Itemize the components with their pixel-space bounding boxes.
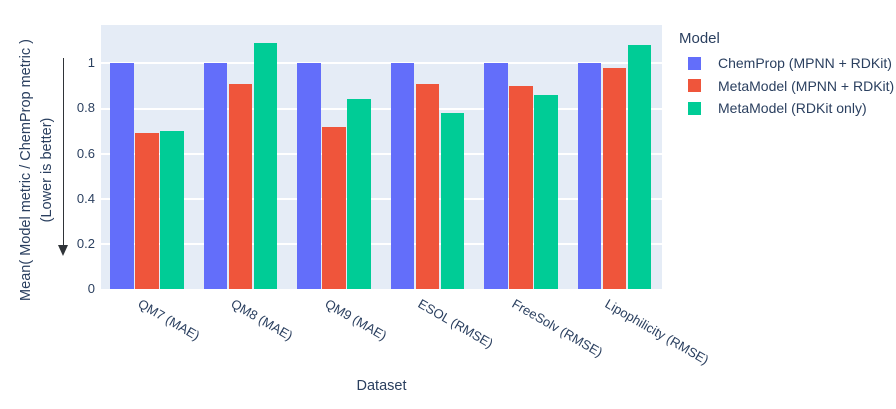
bar [253, 43, 278, 289]
lower-is-better-arrow-head [58, 245, 69, 256]
gridline [101, 62, 662, 65]
bar [415, 83, 440, 289]
bar [203, 63, 228, 289]
legend-title: Model [679, 30, 720, 47]
y-tick-label: 0.2 [76, 235, 95, 251]
bar [135, 133, 159, 289]
gridline [101, 197, 662, 200]
bar [627, 45, 652, 289]
lower-is-better-arrow [62, 58, 64, 245]
legend-swatch-icon [688, 79, 701, 93]
bar [110, 63, 134, 289]
x-tick-label: QM8 (MAE) [228, 296, 296, 344]
y-tick-label: 0.4 [76, 190, 95, 206]
legend-items: ChemProp (MPNN + RDKit) MetaModel (MPNN +… [679, 52, 894, 120]
bar [509, 85, 533, 289]
gridline [101, 107, 662, 110]
x-tick-label: QM7 (MAE) [135, 296, 203, 344]
legend-item[interactable]: ChemProp (MPNN + RDKit) [679, 52, 894, 75]
legend-swatch-icon [688, 56, 701, 70]
y-tick-label: 0.6 [76, 145, 95, 161]
x-axis-title: Dataset [356, 378, 407, 394]
x-tick-label: Lipophilicity (RMSE) [602, 296, 712, 368]
bar [440, 113, 465, 289]
legend: Model ChemProp (MPNN + RDKit) MetaModel (… [679, 31, 894, 120]
x-tick-label: ESOL (RMSE) [415, 296, 497, 352]
legend-item[interactable]: MetaModel (RDKit only) [679, 97, 894, 120]
bar [390, 63, 415, 289]
bar [602, 67, 627, 289]
y-tick-label: 0 [87, 281, 95, 296]
bar [228, 83, 253, 289]
x-tick-label: QM9 (MAE) [322, 296, 390, 344]
legend-item-label: MetaModel (MPNN + RDKit) [718, 77, 895, 94]
bar [160, 131, 184, 289]
legend-swatch-icon [688, 101, 701, 115]
gridline [101, 242, 662, 245]
plot-area[interactable] [101, 25, 662, 289]
bar [322, 126, 346, 289]
bar [347, 99, 371, 289]
x-tick-label: FreeSolv (RMSE) [509, 296, 605, 360]
y-tick-label: 0.8 [76, 100, 95, 116]
bar [484, 63, 508, 289]
legend-item[interactable]: MetaModel (MPNN + RDKit) [679, 75, 894, 98]
legend-item-label: MetaModel (RDKit only) [718, 100, 867, 117]
y-tick-label: 1 [87, 55, 95, 71]
gridline [101, 152, 662, 155]
bar [534, 94, 558, 289]
legend-item-label: ChemProp (MPNN + RDKit) [718, 55, 892, 72]
bar [577, 63, 602, 289]
bar [297, 63, 321, 289]
